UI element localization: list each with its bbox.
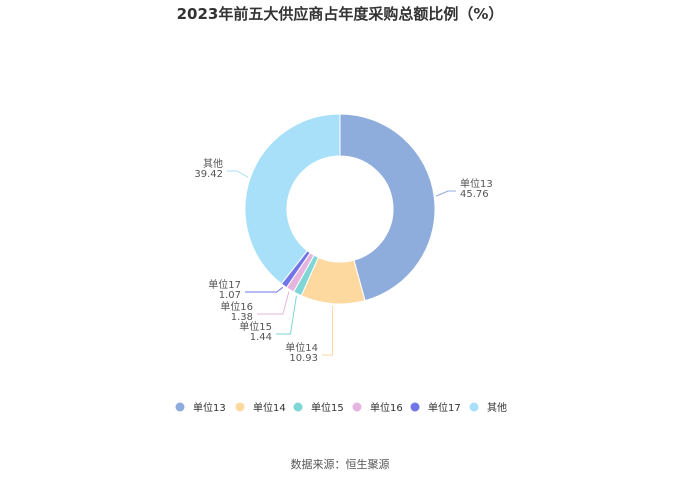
slice-label-其他: 其他 xyxy=(203,157,223,170)
leader-line-单位14 xyxy=(322,305,334,356)
leader-line-单位15 xyxy=(276,295,297,335)
legend-label-单位14: 单位14 xyxy=(253,401,286,414)
legend-marker-单位16 xyxy=(352,402,362,412)
legend-label-其他: 其他 xyxy=(487,401,507,414)
legend-label-单位13: 单位13 xyxy=(193,401,226,414)
chart-title: 2023年前五大供应商占年度采购总额比例（%） xyxy=(176,5,504,23)
legend-marker-单位13 xyxy=(175,402,185,412)
slice-label-单位15: 单位15 xyxy=(239,320,272,333)
leader-line-单位13 xyxy=(435,190,456,197)
legend-item-单位17[interactable]: 单位17 xyxy=(410,401,461,414)
legend-item-单位14[interactable]: 单位14 xyxy=(235,401,286,414)
slice-label-单位13: 单位13 xyxy=(460,177,493,190)
slice-value-单位16: 1.38 xyxy=(231,312,253,323)
slice-label-单位17: 单位17 xyxy=(208,278,241,291)
legend-item-单位13[interactable]: 单位13 xyxy=(175,401,226,414)
slice-value-单位17: 1.07 xyxy=(219,290,241,301)
pie-slice-其他 xyxy=(244,113,341,285)
legend-marker-单位14 xyxy=(235,402,245,412)
legend-marker-单位15 xyxy=(293,402,303,412)
leader-line-单位16 xyxy=(257,291,290,315)
legend-label-单位16: 单位16 xyxy=(370,401,403,414)
slice-value-其他: 39.42 xyxy=(194,169,223,180)
legend-label-单位17: 单位17 xyxy=(428,401,461,414)
legend-label-单位15: 单位15 xyxy=(311,401,344,414)
leader-line-其他 xyxy=(227,170,249,178)
legend-item-单位15[interactable]: 单位15 xyxy=(293,401,344,414)
legend-item-单位16[interactable]: 单位16 xyxy=(352,401,403,414)
pie-slice-单位13 xyxy=(339,113,436,302)
legend-marker-其他 xyxy=(469,402,479,412)
slice-value-单位13: 45.76 xyxy=(460,189,489,200)
legend-marker-单位17 xyxy=(410,402,420,412)
slice-label-单位16: 单位16 xyxy=(220,300,253,313)
leader-line-单位17 xyxy=(245,286,284,293)
slice-value-单位14: 10.93 xyxy=(289,353,318,364)
legend-item-其他[interactable]: 其他 xyxy=(469,401,508,414)
data-source: 数据来源：恒生聚源 xyxy=(290,458,390,471)
slice-label-单位14: 单位14 xyxy=(285,341,318,354)
slice-value-单位15: 1.44 xyxy=(250,332,272,343)
